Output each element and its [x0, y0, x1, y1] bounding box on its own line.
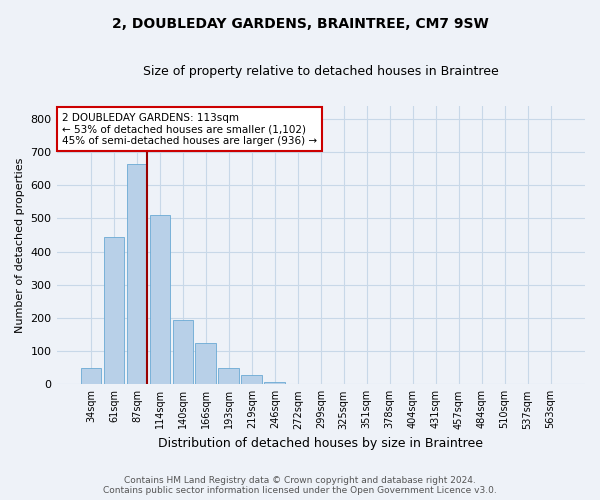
Bar: [80, 368, 101, 384]
Text: 2, DOUBLEDAY GARDENS, BRAINTREE, CM7 9SW: 2, DOUBLEDAY GARDENS, BRAINTREE, CM7 9SW: [112, 18, 488, 32]
Title: Size of property relative to detached houses in Braintree: Size of property relative to detached ho…: [143, 65, 499, 78]
Y-axis label: Number of detached properties: Number of detached properties: [15, 157, 25, 332]
Text: 2 DOUBLEDAY GARDENS: 113sqm
← 53% of detached houses are smaller (1,102)
45% of : 2 DOUBLEDAY GARDENS: 113sqm ← 53% of det…: [62, 112, 317, 146]
Bar: [265, 382, 285, 384]
Text: Contains HM Land Registry data © Crown copyright and database right 2024.
Contai: Contains HM Land Registry data © Crown c…: [103, 476, 497, 495]
Bar: [127, 164, 147, 384]
Bar: [104, 236, 124, 384]
Bar: [241, 376, 262, 384]
Bar: [218, 368, 239, 384]
Bar: [196, 343, 216, 384]
X-axis label: Distribution of detached houses by size in Braintree: Distribution of detached houses by size …: [158, 437, 483, 450]
Bar: [149, 215, 170, 384]
Bar: [173, 320, 193, 384]
